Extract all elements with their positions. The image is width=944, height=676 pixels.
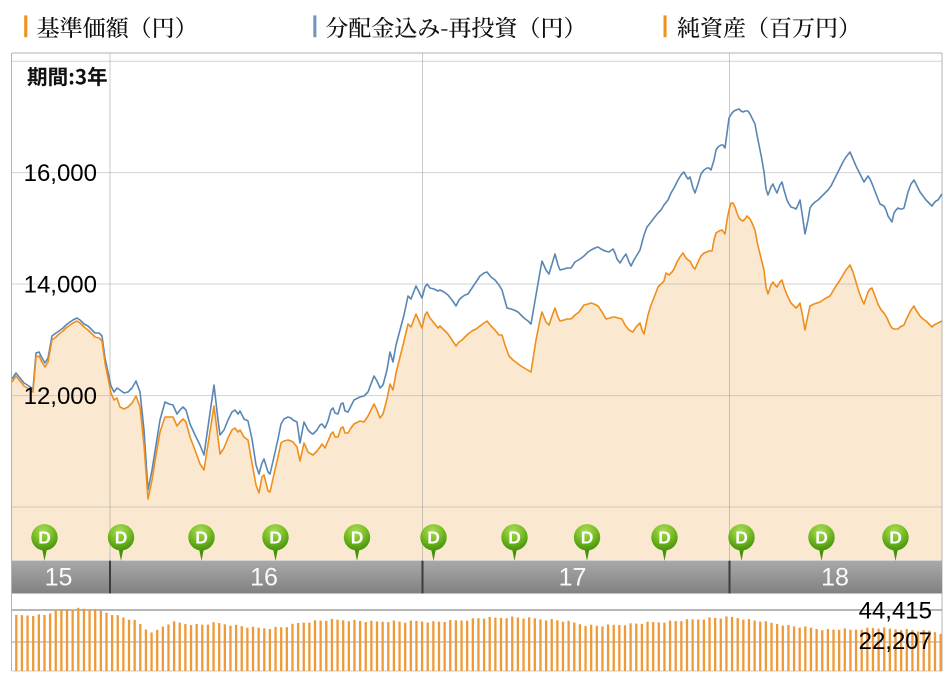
svg-text:D: D xyxy=(269,528,282,548)
svg-text:D: D xyxy=(735,528,748,548)
svg-text:D: D xyxy=(581,528,594,548)
svg-text:D: D xyxy=(38,528,51,548)
svg-text:16: 16 xyxy=(250,564,278,592)
svg-text:14,000: 14,000 xyxy=(24,272,97,299)
svg-text:D: D xyxy=(658,528,671,548)
svg-text:D: D xyxy=(508,528,521,548)
svg-text:D: D xyxy=(351,528,364,548)
svg-text:18: 18 xyxy=(821,564,849,592)
svg-text:15: 15 xyxy=(45,564,73,592)
svg-text:17: 17 xyxy=(559,564,587,592)
svg-text:44,415: 44,415 xyxy=(859,597,932,624)
svg-text:D: D xyxy=(427,528,440,548)
svg-text:22,207: 22,207 xyxy=(859,628,932,655)
svg-text:D: D xyxy=(815,528,828,548)
svg-text:D: D xyxy=(115,528,128,548)
svg-text:D: D xyxy=(195,528,208,548)
svg-text:16,000: 16,000 xyxy=(24,160,97,187)
svg-text:12,000: 12,000 xyxy=(24,383,97,410)
svg-text:D: D xyxy=(889,528,902,548)
